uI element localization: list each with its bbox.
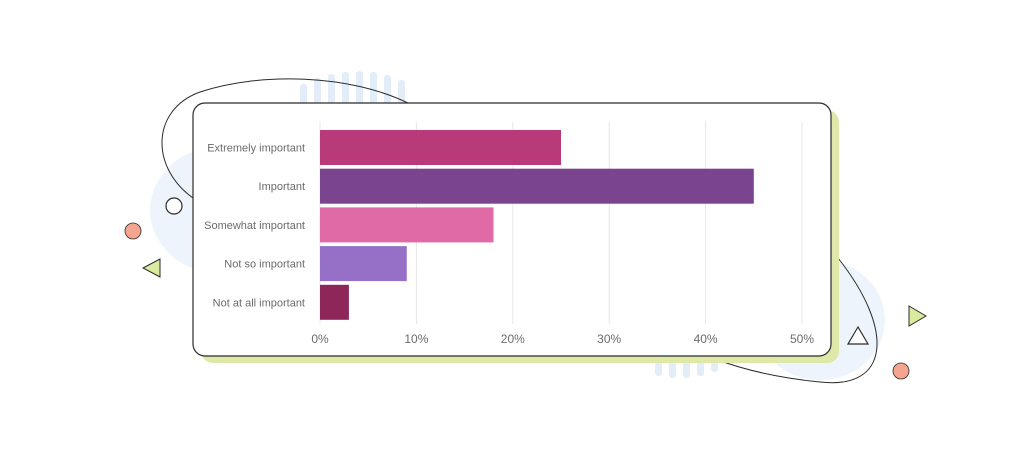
category-label: Extremely important bbox=[207, 143, 305, 155]
bar-important bbox=[320, 168, 754, 204]
swoosh-line-right bbox=[717, 257, 878, 384]
category-label: Not so important bbox=[224, 259, 305, 271]
bars bbox=[320, 130, 754, 320]
category-label: Somewhat important bbox=[204, 220, 305, 232]
triangle-left bbox=[141, 258, 161, 278]
category-label: Not at all important bbox=[213, 297, 305, 309]
x-tick-label: 50% bbox=[790, 332, 814, 346]
coral-dot-left bbox=[124, 222, 142, 240]
chart-card bbox=[192, 102, 832, 357]
bar-not-so-important bbox=[320, 246, 407, 282]
x-tick-label: 40% bbox=[694, 332, 718, 346]
bar-not-at-all-important bbox=[320, 284, 349, 320]
x-tick-label: 10% bbox=[404, 332, 428, 346]
bar-somewhat-important bbox=[320, 207, 494, 243]
x-tick-label: 20% bbox=[501, 332, 525, 346]
x-axis-tick-labels: 0% 10% 20% 30% 40% 50% bbox=[311, 332, 814, 346]
triangle-right bbox=[908, 305, 927, 327]
category-label: Important bbox=[259, 181, 305, 193]
bar-extremely-important bbox=[320, 130, 561, 165]
x-tick-label: 30% bbox=[597, 332, 621, 346]
backdrop-stripes-top bbox=[300, 71, 405, 106]
x-tick-label: 0% bbox=[311, 332, 329, 346]
swoosh-line-left bbox=[161, 78, 411, 201]
category-labels: Extremely important Important Somewhat imp… bbox=[204, 143, 305, 310]
coral-dot-right bbox=[892, 362, 910, 380]
floating-decor bbox=[124, 197, 927, 380]
triangle-outline bbox=[846, 325, 870, 345]
small-ring-left bbox=[165, 197, 183, 215]
